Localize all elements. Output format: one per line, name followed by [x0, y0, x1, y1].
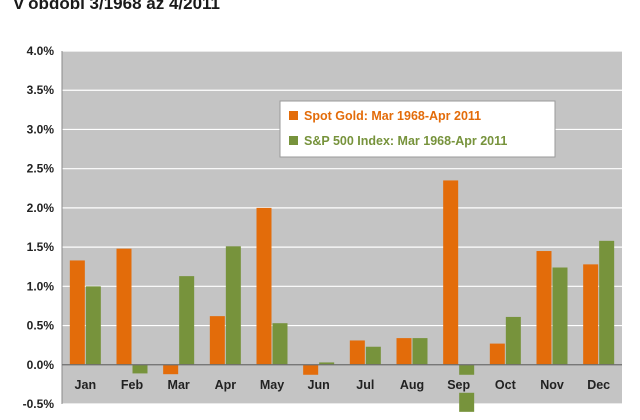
legend-swatch-sp500 — [289, 136, 298, 145]
bar-gold-apr — [209, 316, 225, 365]
y-tick-label: 3.5% — [27, 83, 55, 97]
bar-sp500-jan — [85, 286, 101, 365]
bar-sp500-mar — [179, 276, 195, 365]
category-label-bg — [300, 374, 337, 393]
legend-label-gold: Spot Gold: Mar 1968-Apr 2011 — [304, 109, 481, 123]
y-tick-label: 3.0% — [27, 122, 55, 136]
y-tick-label: 0.0% — [27, 358, 55, 372]
bar-gold-dec — [583, 264, 599, 365]
page-title: v období 3/1968 až 4/2011 — [14, 0, 221, 13]
legend-swatch-gold — [289, 111, 298, 120]
bar-sp500-oct — [505, 316, 521, 365]
bar-gold-jul — [349, 340, 365, 365]
bar-sp500-dec — [599, 240, 615, 365]
bar-sp500-may — [272, 323, 288, 365]
x-tick-label: Jun — [308, 378, 330, 392]
category-label-bg — [67, 374, 104, 393]
bar-sp500-apr — [225, 246, 241, 365]
x-tick-label: Sep — [447, 378, 470, 392]
legend — [279, 100, 556, 158]
category-label-bg — [534, 374, 570, 393]
x-tick-label: Nov — [540, 378, 564, 392]
y-tick-label: 2.0% — [27, 201, 55, 215]
bar-sp500-nov — [552, 267, 568, 365]
bar-gold-may — [256, 207, 272, 365]
category-label-bg — [254, 374, 290, 393]
y-tick-label: 0.5% — [27, 319, 55, 333]
x-tick-label: Apr — [215, 378, 237, 392]
bar-gold-jan — [69, 260, 85, 365]
x-tick-label: Jan — [75, 378, 97, 392]
category-label-bg — [114, 374, 150, 393]
x-tick-label: Aug — [400, 378, 424, 392]
bar-sp500-jul — [365, 346, 381, 365]
bar-gold-nov — [536, 251, 552, 365]
bar-gold-aug — [396, 338, 412, 365]
y-tick-label: 1.5% — [27, 240, 55, 254]
bar-sp500-aug — [412, 338, 428, 365]
bar-gold-feb — [116, 248, 132, 365]
category-label-bg — [207, 374, 244, 393]
x-tick-label: Mar — [168, 378, 190, 392]
x-tick-label: Feb — [121, 378, 144, 392]
bar-sp500-jun — [319, 362, 335, 365]
bar-gold-mar — [163, 364, 179, 375]
y-tick-label: -0.5% — [23, 397, 55, 411]
category-label-bg — [580, 374, 617, 393]
bar-gold-oct — [489, 343, 505, 365]
x-tick-label: Oct — [495, 378, 517, 392]
bar-gold-sep — [443, 180, 459, 365]
y-tick-label: 1.0% — [27, 279, 55, 293]
category-label-bg — [487, 374, 524, 393]
category-label-bg — [394, 374, 430, 393]
y-tick-label: 4.0% — [27, 44, 55, 58]
x-tick-label: Dec — [587, 378, 610, 392]
bar-sp500-feb — [132, 364, 148, 374]
category-label-bg — [440, 374, 477, 393]
x-tick-label: Jul — [356, 378, 374, 392]
legend-label-sp500: S&P 500 Index: Mar 1968-Apr 2011 — [304, 134, 507, 148]
category-label-bg — [347, 374, 384, 393]
category-label-bg — [160, 374, 197, 393]
y-tick-label: 2.5% — [27, 162, 55, 176]
x-tick-label: May — [260, 378, 284, 392]
